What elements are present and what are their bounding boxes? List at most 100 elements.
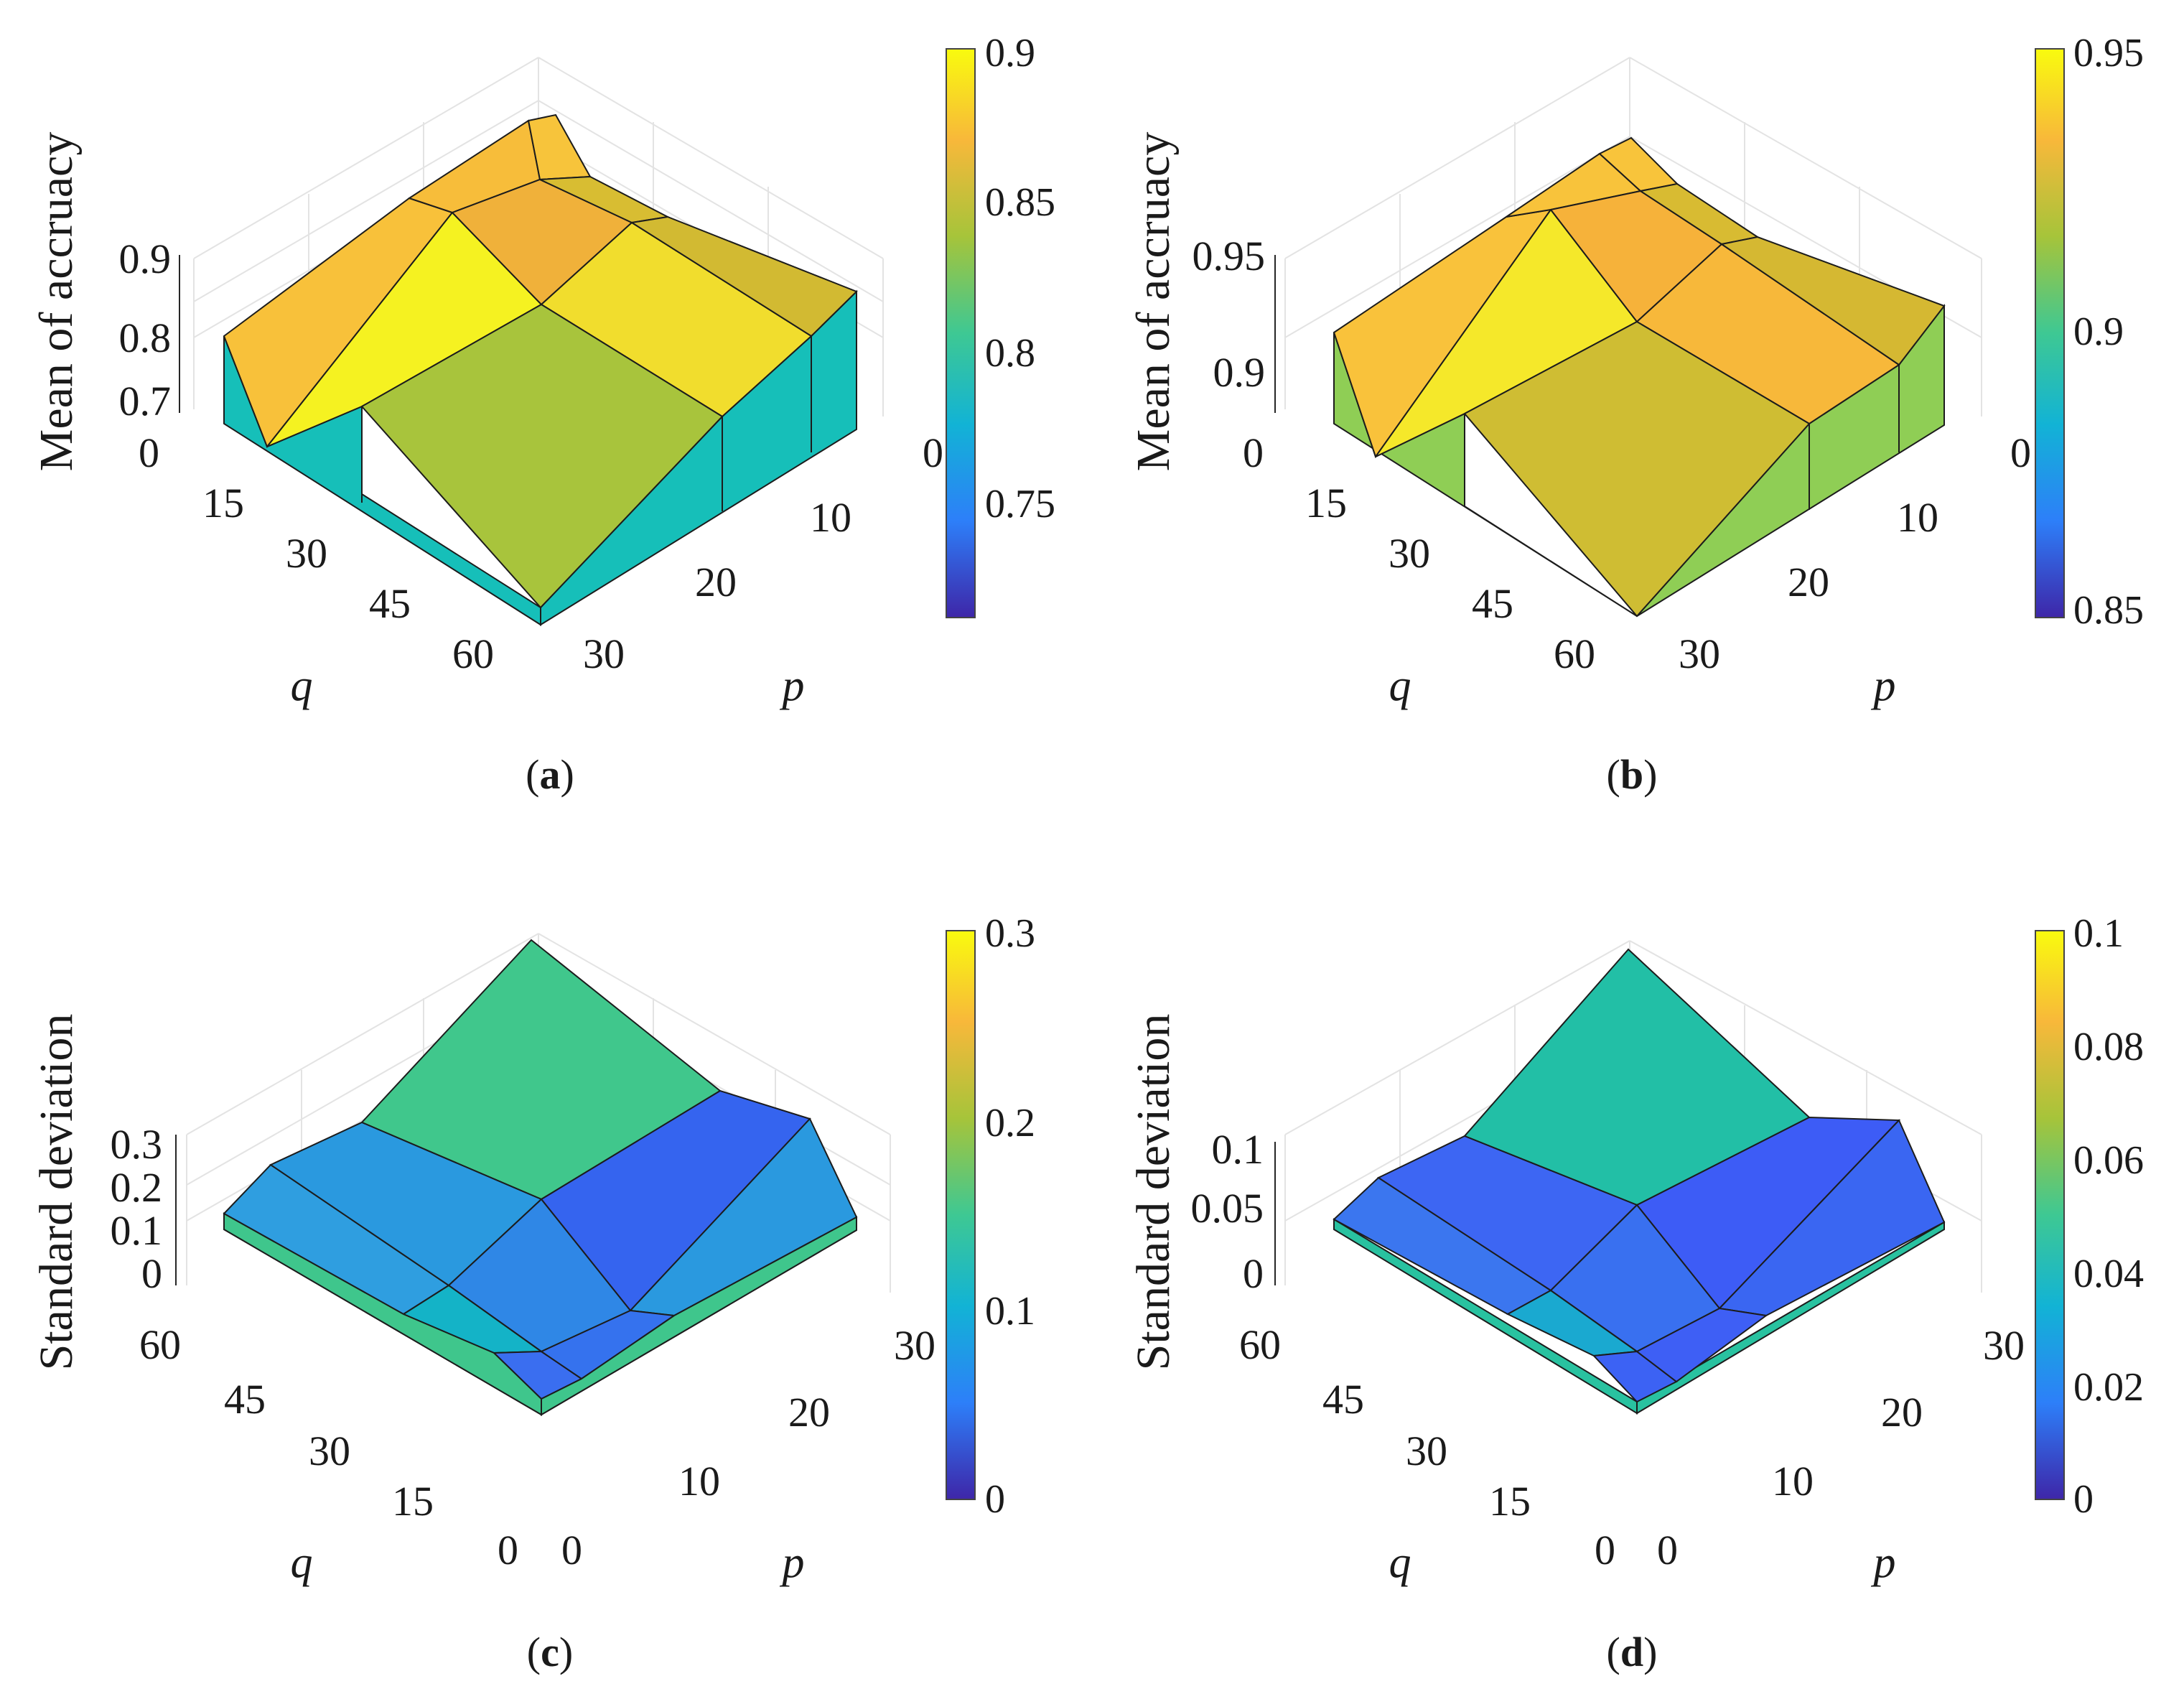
surface-c-face-front-right — [541, 1216, 857, 1416]
surface-b — [1333, 136, 1946, 618]
colorbar-tick: 0.2 — [985, 1101, 1035, 1145]
p-axis-label: p — [780, 661, 805, 710]
p-tick: 20 — [788, 1389, 830, 1436]
colorbar-tick: 0 — [985, 1477, 1005, 1522]
surface-d — [1333, 948, 1946, 1415]
q-tick: 0 — [498, 1527, 518, 1573]
panel-b: 0.9 0.95 Mean of accruacy 0 15 30 45 60 … — [1127, 31, 2144, 798]
panel-c: 0 0.1 0.2 0.3 Standard deviation 60 45 3… — [30, 911, 1035, 1675]
colorbar-a: 0.9 0.85 0.8 0.75 — [946, 31, 1055, 618]
colorbar-c: 0.3 0.2 0.1 0 — [946, 911, 1035, 1522]
panel-b-z-axis: 0.9 0.95 Mean of accruacy — [1127, 132, 1276, 472]
z-tick: 0.95 — [1193, 233, 1266, 279]
surface-d-side-right — [1636, 1221, 1945, 1415]
z-tick: 0.1 — [1212, 1126, 1264, 1173]
colorbar-d: 0.1 0.08 0.06 0.04 0.02 0 — [2035, 911, 2144, 1522]
panel-b-p-axis: 0 10 20 30 p — [1679, 429, 2031, 710]
q-tick: 60 — [452, 631, 494, 677]
panel-c-z-axis: 0 0.1 0.2 0.3 Standard deviation — [30, 1014, 177, 1371]
q-tick: 60 — [1239, 1321, 1281, 1368]
p-tick: 30 — [1983, 1322, 2025, 1369]
colorbar-b-bar — [2035, 48, 2065, 618]
q-tick: 30 — [1389, 530, 1430, 577]
q-axis-label: q — [1389, 1538, 1411, 1587]
z-axis-label: Mean of accruacy — [1127, 132, 1180, 472]
colorbar-tick: 0.85 — [2073, 588, 2144, 633]
p-tick: 20 — [695, 559, 737, 605]
caption-c: (c) — [527, 1629, 573, 1675]
caption-d: (d) — [1607, 1629, 1658, 1675]
surface-b-face-8 — [1719, 236, 1946, 366]
colorbar-tick: 0.9 — [2073, 310, 2124, 354]
p-axis-label: p — [1871, 1538, 1896, 1587]
colorbar-tick: 0.04 — [2073, 1252, 2144, 1296]
q-tick: 0 — [1243, 429, 1264, 476]
p-tick: 0 — [923, 429, 943, 476]
q-axis-label: q — [291, 661, 313, 710]
surface-d-face-low-3 — [1635, 1307, 1768, 1383]
z-tick: 0 — [1243, 1250, 1264, 1297]
colorbar-tick: 0.1 — [2073, 911, 2124, 956]
q-tick: 60 — [1554, 631, 1595, 677]
surface-c — [223, 939, 858, 1416]
q-tick: 0 — [139, 429, 159, 476]
colorbar-tick: 0.8 — [985, 331, 1035, 376]
p-tick: 10 — [1772, 1458, 1814, 1504]
caption-b: (b) — [1607, 751, 1658, 798]
q-axis-label: q — [1389, 661, 1411, 710]
panel-a: 0.7 0.8 0.9 Mean of accruacy 0 15 30 45 … — [30, 31, 1055, 798]
q-tick: 30 — [1406, 1428, 1447, 1474]
panel-c-q-axis: 60 45 30 15 0 q — [139, 1321, 518, 1587]
z-tick: 0.1 — [111, 1207, 163, 1254]
surface-a-face-8 — [630, 215, 858, 338]
panel-a-z-axis: 0.7 0.8 0.9 Mean of accruacy — [30, 132, 180, 472]
panel-a-p-axis: 0 10 20 30 p — [583, 429, 943, 710]
q-tick: 30 — [309, 1428, 350, 1474]
surface-a-face-9 — [360, 303, 724, 609]
q-tick: 30 — [286, 530, 327, 577]
panel-b-q-axis: 0 15 30 45 60 q — [1243, 429, 1595, 710]
p-axis-label: p — [1871, 661, 1896, 710]
p-tick: 10 — [810, 494, 851, 541]
colorbar-tick: 0.3 — [985, 911, 1035, 956]
p-tick: 0 — [561, 1527, 582, 1573]
q-tick: 45 — [224, 1376, 266, 1423]
colorbar-tick: 0.08 — [2073, 1025, 2144, 1069]
colorbar-tick: 0.75 — [985, 482, 1055, 526]
q-tick: 45 — [1472, 580, 1513, 627]
q-tick: 45 — [369, 580, 411, 627]
colorbar-tick: 0 — [2073, 1477, 2094, 1522]
surface-a — [223, 113, 858, 626]
z-tick: 0 — [141, 1250, 162, 1297]
z-axis-label: Standard deviation — [30, 1014, 83, 1371]
colorbar-tick: 0.85 — [985, 180, 1055, 225]
z-tick: 0.05 — [1191, 1185, 1264, 1232]
z-axis-label: Standard deviation — [1127, 1014, 1180, 1371]
q-tick: 15 — [1489, 1478, 1531, 1525]
panel-d: 0 0.05 0.1 Standard deviation 60 45 30 1… — [1127, 911, 2144, 1675]
colorbar-b: 0.95 0.9 0.85 — [2035, 31, 2144, 633]
surface-b-face-9 — [1463, 320, 1811, 618]
p-tick: 20 — [1881, 1389, 1923, 1436]
p-tick: 10 — [678, 1458, 720, 1504]
q-tick: 15 — [202, 480, 244, 526]
panel-a-q-axis: 0 15 30 45 60 q — [139, 429, 494, 710]
panel-d-p-axis: 0 10 20 30 p — [1657, 1322, 2025, 1587]
panel-c-p-axis: 0 10 20 30 p — [561, 1322, 935, 1587]
q-tick: 0 — [1595, 1527, 1615, 1573]
z-tick: 0.9 — [1213, 349, 1266, 396]
colorbar-tick: 0.02 — [2073, 1365, 2144, 1410]
p-tick: 0 — [1657, 1527, 1678, 1573]
q-tick: 15 — [392, 1478, 434, 1525]
colorbar-tick: 0.06 — [2073, 1138, 2144, 1183]
colorbar-a-bar — [946, 48, 976, 618]
z-axis-label: Mean of accruacy — [30, 132, 83, 472]
p-tick: 10 — [1897, 494, 1938, 541]
z-tick: 0.8 — [119, 315, 172, 361]
z-tick: 0.2 — [111, 1164, 163, 1211]
p-tick: 20 — [1788, 559, 1829, 605]
colorbar-c-bar — [946, 930, 976, 1500]
q-axis-label: q — [291, 1538, 313, 1587]
q-tick: 60 — [139, 1321, 181, 1368]
